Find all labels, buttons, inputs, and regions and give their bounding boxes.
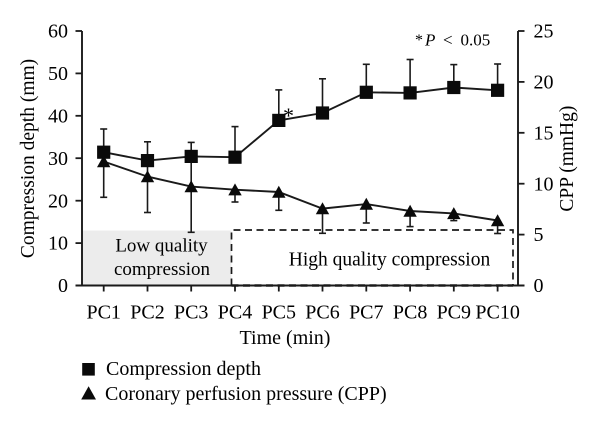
svg-text:60: 60 (48, 21, 68, 43)
svg-text:PC1: PC1 (86, 302, 120, 324)
svg-text:20: 20 (48, 190, 68, 212)
svg-text:PC8: PC8 (393, 302, 427, 324)
svg-text:P: P (424, 31, 435, 50)
svg-text:Time (min): Time (min) (240, 327, 331, 349)
svg-text:25: 25 (534, 21, 554, 43)
svg-text:40: 40 (48, 105, 68, 127)
svg-text:0.05: 0.05 (461, 31, 491, 50)
svg-text:0: 0 (58, 275, 68, 297)
svg-text:PC6: PC6 (305, 302, 339, 324)
svg-text:15: 15 (534, 122, 554, 144)
svg-text:5: 5 (534, 224, 544, 246)
svg-text:High quality compression: High quality compression (289, 250, 491, 271)
svg-text:PC10: PC10 (475, 302, 519, 324)
svg-text:10: 10 (534, 173, 554, 195)
svg-text:Compression depth: Compression depth (106, 358, 261, 380)
svg-text:PC2: PC2 (130, 302, 164, 324)
svg-text:PC9: PC9 (437, 302, 471, 324)
svg-text:PC4: PC4 (218, 302, 252, 324)
svg-text:0: 0 (534, 275, 544, 297)
svg-text:Compression depth (mm): Compression depth (mm) (18, 59, 39, 258)
svg-text:compression: compression (114, 259, 211, 280)
svg-text:30: 30 (48, 148, 68, 170)
svg-text:20: 20 (534, 72, 554, 94)
svg-text:PC5: PC5 (262, 302, 296, 324)
svg-text:*: * (283, 103, 294, 128)
svg-text:Low quality: Low quality (115, 235, 208, 256)
svg-text:CPP (mmHg): CPP (mmHg) (557, 106, 578, 212)
svg-text:PC7: PC7 (349, 302, 383, 324)
svg-text:Coronary perfusion pressure (C: Coronary perfusion pressure (CPP) (105, 383, 387, 405)
svg-text:<: < (443, 31, 453, 50)
svg-text:10: 10 (48, 233, 68, 255)
svg-text:*: * (415, 32, 423, 49)
svg-text:PC3: PC3 (174, 302, 208, 324)
svg-text:50: 50 (48, 63, 68, 85)
